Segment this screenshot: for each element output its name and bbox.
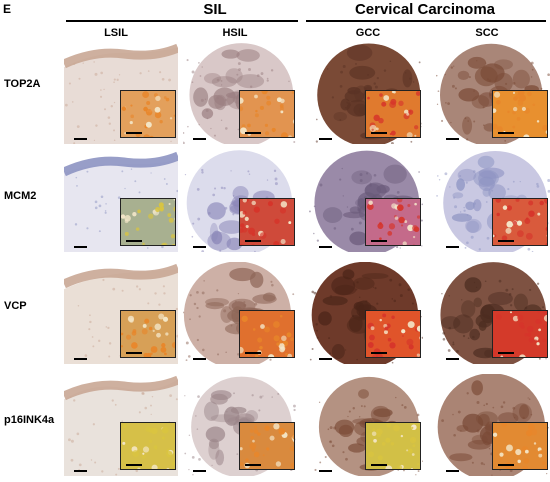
scale-bar: [74, 246, 87, 248]
inset-top2a-gcc: [365, 90, 421, 138]
inset-p16ink4a-lsil: [120, 422, 176, 470]
scale-bar: [319, 358, 332, 360]
inset-vcp-hsil: [239, 310, 295, 358]
scale-bar: [193, 246, 206, 248]
inset-p16ink4a-gcc: [365, 422, 421, 470]
group-underline-sil: [66, 20, 298, 22]
group-underline-cervical-carcinoma: [306, 20, 546, 22]
inset-scale-bar: [371, 240, 387, 242]
inset-scale-bar: [498, 464, 514, 466]
column-label-scc: SCC: [475, 27, 499, 39]
inset-scale-bar: [498, 132, 514, 134]
scale-bar: [446, 470, 459, 472]
inset-mcm2-scc: [492, 198, 548, 246]
scale-bar: [193, 138, 206, 140]
scale-bar: [446, 138, 459, 140]
scale-bar: [193, 470, 206, 472]
inset-mcm2-gcc: [365, 198, 421, 246]
inset-top2a-lsil: [120, 90, 176, 138]
inset-scale-bar: [498, 240, 514, 242]
inset-scale-bar: [126, 352, 142, 354]
inset-top2a-hsil: [239, 90, 295, 138]
row-label-p16ink4a: p16INK4a: [4, 414, 55, 426]
inset-vcp-scc: [492, 310, 548, 358]
scale-bar: [74, 358, 87, 360]
inset-scale-bar: [126, 240, 142, 242]
inset-mcm2-hsil: [239, 198, 295, 246]
scale-bar: [74, 138, 87, 140]
inset-scale-bar: [126, 132, 142, 134]
column-label-hsil: HSIL: [222, 27, 248, 39]
inset-scale-bar: [245, 240, 261, 242]
scale-bar: [319, 470, 332, 472]
inset-p16ink4a-scc: [492, 422, 548, 470]
scale-bar: [193, 358, 206, 360]
scale-bar: [446, 358, 459, 360]
inset-scale-bar: [371, 352, 387, 354]
inset-vcp-lsil: [120, 310, 176, 358]
row-label-vcp: VCP: [4, 300, 27, 312]
group-title-sil: SIL: [203, 1, 227, 18]
inset-scale-bar: [371, 464, 387, 466]
scale-bar: [319, 246, 332, 248]
row-label-top2a: TOP2A: [4, 78, 41, 90]
inset-mcm2-lsil: [120, 198, 176, 246]
scale-bar: [446, 246, 459, 248]
scale-bar: [319, 138, 332, 140]
scale-bar: [74, 470, 87, 472]
group-title-cervical-carcinoma: Cervical Carcinoma: [354, 1, 496, 18]
column-label-lsil: LSIL: [104, 27, 128, 39]
inset-p16ink4a-hsil: [239, 422, 295, 470]
inset-top2a-scc: [492, 90, 548, 138]
inset-scale-bar: [245, 352, 261, 354]
column-label-gcc: GCC: [355, 27, 381, 39]
inset-scale-bar: [245, 464, 261, 466]
inset-scale-bar: [371, 132, 387, 134]
panel-letter: E: [3, 2, 12, 16]
inset-scale-bar: [126, 464, 142, 466]
row-label-mcm2: MCM2: [4, 190, 37, 202]
inset-scale-bar: [498, 352, 514, 354]
inset-scale-bar: [245, 132, 261, 134]
inset-vcp-gcc: [365, 310, 421, 358]
